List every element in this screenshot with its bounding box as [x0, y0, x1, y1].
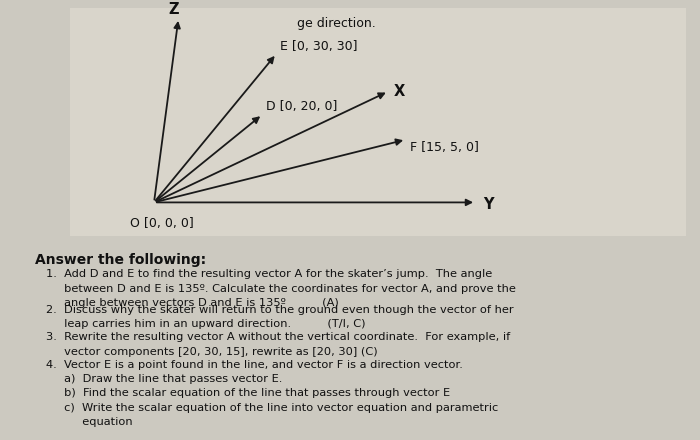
- Text: 3.  Rewrite the resulting vector A without the vertical coordinate.  For example: 3. Rewrite the resulting vector A withou…: [46, 332, 510, 357]
- Text: Answer the following:: Answer the following:: [35, 253, 206, 267]
- Text: 4.  Vector E is a point found in the line, and vector F is a direction vector.
 : 4. Vector E is a point found in the line…: [46, 359, 498, 427]
- Text: Y: Y: [483, 197, 493, 212]
- Text: ge direction.: ge direction.: [297, 17, 375, 30]
- Text: Z: Z: [168, 2, 179, 17]
- Text: O [0, 0, 0]: O [0, 0, 0]: [130, 217, 193, 230]
- Text: X: X: [393, 84, 405, 99]
- Text: 1.  Add D and E to find the resulting vector A for the skater’s jump.  The angle: 1. Add D and E to find the resulting vec…: [46, 269, 515, 308]
- Text: F [15, 5, 0]: F [15, 5, 0]: [410, 141, 479, 154]
- Text: D [0, 20, 0]: D [0, 20, 0]: [266, 100, 337, 113]
- Text: E [0, 30, 30]: E [0, 30, 30]: [280, 40, 358, 53]
- Text: 2.  Discuss why the skater will return to the ground even though the vector of h: 2. Discuss why the skater will return to…: [46, 305, 513, 330]
- FancyBboxPatch shape: [70, 7, 686, 236]
